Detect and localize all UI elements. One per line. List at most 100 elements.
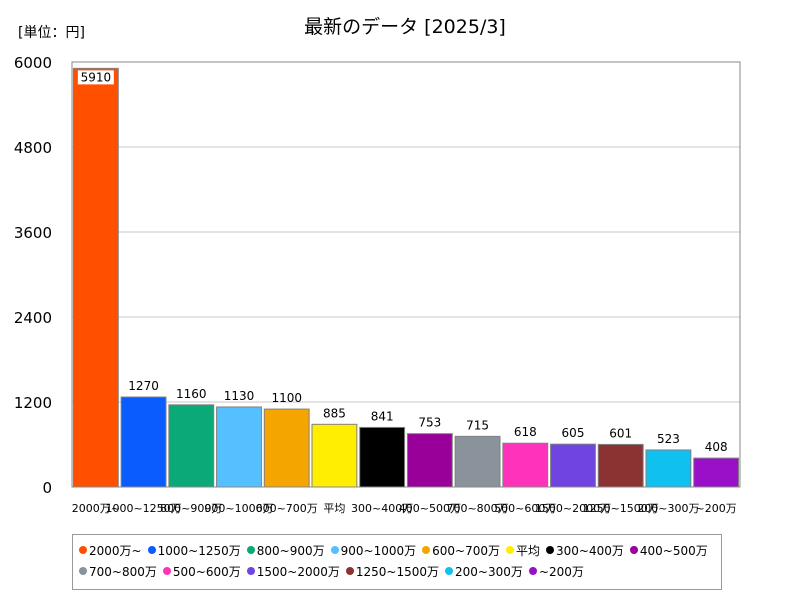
x-tick-label: 400~500万 — [399, 502, 461, 515]
x-tick-label: 800~900万 — [160, 502, 222, 515]
x-tick-label: 平均 — [323, 502, 345, 515]
data-label: 1100 — [271, 391, 302, 405]
legend-item: 1250~1500万 — [345, 561, 440, 581]
x-tick-label: 500~600万 — [494, 502, 556, 515]
legend-label: 200~300万 — [455, 564, 523, 579]
bar — [72, 67, 119, 488]
legend-swatch — [546, 546, 555, 554]
legend-label: 平均 — [516, 543, 541, 558]
legend-label: 800~900万 — [256, 543, 325, 558]
legend-swatch — [445, 567, 454, 575]
legend: 2000万~ 1000~1250万 800~900万 900~1000万 600~700… — [72, 534, 722, 590]
legend-swatch — [162, 567, 171, 575]
data-labels: 5910 1270 1160 1130 1100 885 841 753 715 618 605 60… — [77, 70, 728, 454]
legend-label: ~200万 — [538, 564, 584, 579]
bar — [502, 442, 549, 488]
legend-swatch — [246, 546, 255, 554]
legend-swatch — [345, 567, 354, 575]
legend-swatch — [528, 567, 537, 575]
legend-item: 500~600万 — [162, 561, 241, 581]
y-tick-label: 4800 — [14, 139, 52, 157]
legend-item: ~200万 — [528, 561, 584, 581]
bar — [120, 396, 167, 488]
legend-item: 200~300万 — [445, 561, 523, 581]
bar — [550, 443, 596, 488]
data-label: 523 — [657, 432, 680, 446]
y-axis: 0 1200 2400 3600 4800 6000 — [14, 54, 52, 497]
legend-label: 1000~1250万 — [157, 543, 241, 558]
x-tick-label: 1000~1250万 — [105, 502, 181, 515]
x-tick-label: 600~700万 — [256, 502, 318, 515]
data-label: 1270 — [128, 379, 159, 393]
bar — [645, 449, 692, 488]
gridlines — [72, 146, 740, 403]
unit-label: [単位：円] — [18, 25, 85, 41]
data-label: 1130 — [224, 389, 255, 403]
y-tick-label: 1200 — [14, 394, 52, 412]
bar — [216, 406, 262, 488]
legend-label: 900~1000万 — [340, 543, 417, 558]
legend-label: 500~600万 — [172, 564, 241, 579]
bar — [454, 435, 501, 488]
bar — [359, 426, 406, 488]
plot-frame — [71, 61, 741, 488]
legend-swatch — [147, 546, 156, 554]
legend-item: 1500~2000万 — [246, 561, 340, 581]
bar — [597, 443, 644, 488]
bars — [72, 67, 740, 488]
legend-label: 1500~2000万 — [256, 564, 340, 579]
legend-swatch — [422, 546, 431, 554]
y-tick-label: 2400 — [14, 309, 52, 327]
data-label: 885 — [323, 406, 346, 420]
bar — [168, 404, 215, 488]
legend-label: 600~700万 — [432, 543, 500, 558]
bar — [406, 433, 453, 488]
legend-item: 700~800万 — [79, 561, 157, 581]
data-label: 605 — [562, 426, 585, 440]
y-tick-label: 6000 — [14, 54, 52, 72]
legend-item: 400~500万 — [629, 540, 708, 560]
legend-label: 300~400万 — [556, 543, 624, 558]
legend-swatch — [79, 546, 87, 554]
bar — [693, 457, 740, 488]
x-tick-label: 300~400万 — [351, 502, 413, 515]
data-label: 841 — [371, 409, 394, 423]
legend-label: 1250~1500万 — [355, 564, 440, 579]
data-label: 5910 — [81, 70, 112, 84]
data-label-bg — [77, 70, 114, 85]
chart-title: 最新のデータ [2025/3] — [304, 16, 506, 38]
y-tick-label: 3600 — [14, 224, 52, 242]
data-label: 601 — [609, 426, 632, 440]
x-tick-label: 1250~1500万 — [583, 502, 659, 515]
legend-label: 700~800万 — [89, 564, 157, 579]
legend-item: 800~900万 — [246, 540, 325, 560]
data-label: 408 — [705, 440, 728, 454]
y-tick-label: 0 — [42, 479, 52, 497]
legend-item: 300~400万 — [546, 540, 624, 560]
legend-swatch — [246, 567, 255, 575]
x-tick-label: 1500~2000万 — [535, 502, 611, 515]
legend-swatch — [629, 546, 638, 554]
data-label: 618 — [514, 425, 537, 439]
x-tick-label: 700~800万 — [446, 502, 508, 515]
legend-item: 600~700万 — [422, 540, 500, 560]
legend-item: 平均 — [506, 540, 540, 560]
bar — [263, 408, 310, 488]
x-axis: 2000万~1000~1250万800~900万900~1000万600~700… — [72, 502, 737, 515]
bar — [311, 423, 358, 488]
x-tick-label: 2000万~ — [72, 502, 120, 515]
legend-swatch — [506, 546, 514, 554]
legend-item: 2000万~ — [79, 540, 142, 560]
data-label: 753 — [418, 416, 441, 430]
bar-chart: [単位：円] 最新のデータ [2025/3] 5910 1270 1160 1130 1… — [14, 16, 741, 515]
x-tick-label: 200~300万 — [637, 502, 699, 515]
x-tick-label: ~200万 — [696, 502, 737, 515]
legend-swatch — [79, 567, 87, 575]
legend-item: 900~1000万 — [330, 540, 417, 560]
data-label: 1160 — [176, 387, 207, 401]
data-label: 715 — [466, 418, 489, 432]
legend-item: 1000~1250万 — [147, 540, 241, 560]
x-tick-label: 900~1000万 — [204, 502, 273, 515]
legend-label: 400~500万 — [639, 543, 708, 558]
legend-swatch — [330, 546, 339, 554]
